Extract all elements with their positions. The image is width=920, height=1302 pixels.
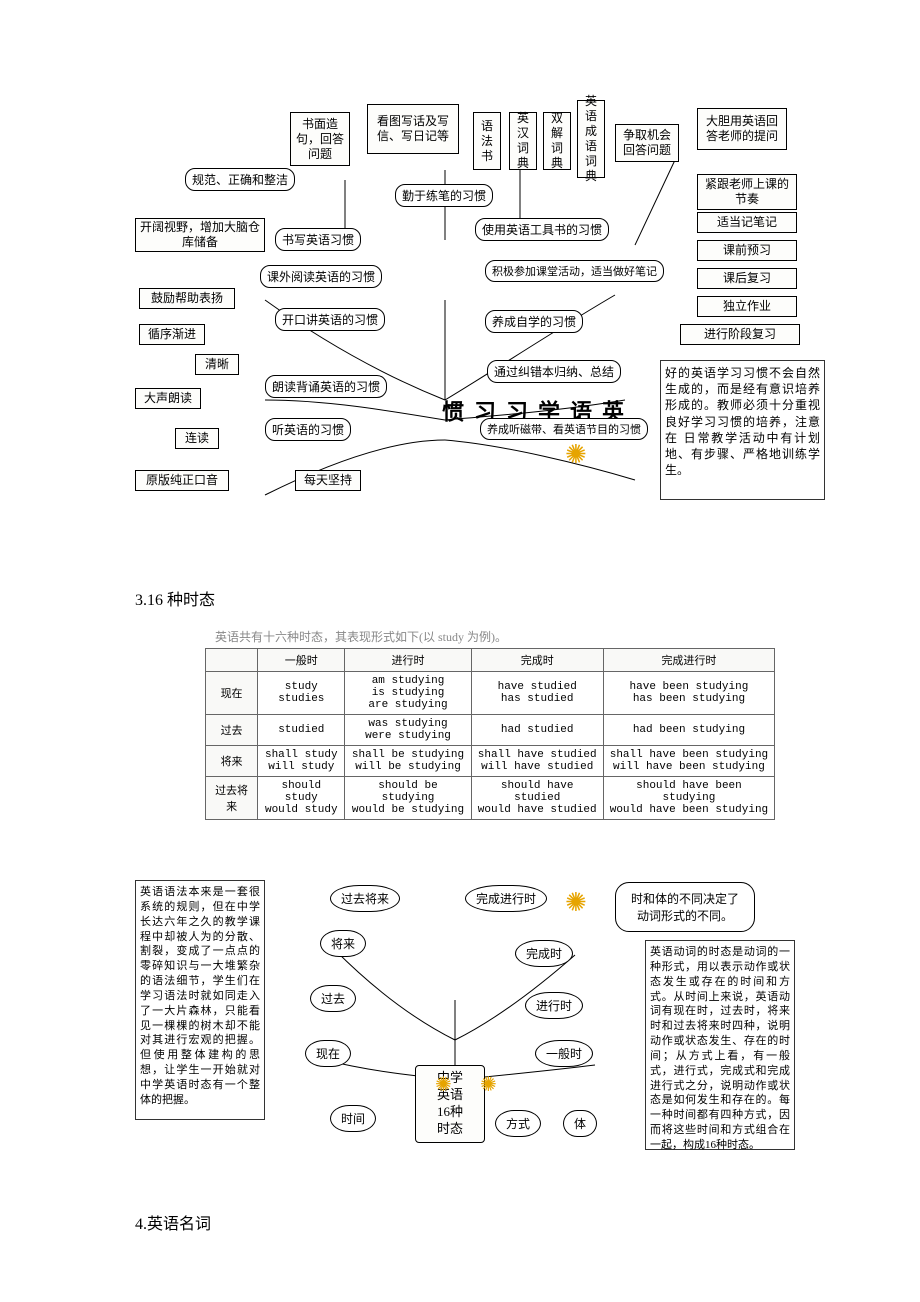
box: 养成自学的习惯 — [485, 310, 583, 333]
table-header: 完成进行时 — [603, 649, 774, 672]
box: 课外阅读英语的习惯 — [260, 265, 382, 288]
box: 独立作业 — [697, 296, 797, 317]
central-title: 中学英语16种时态 — [415, 1065, 485, 1143]
row-header: 将来 — [206, 746, 258, 777]
box: 书面造句，回答问题 — [290, 112, 350, 166]
box: 通过纠错本归纳、总结 — [487, 360, 621, 383]
box: 开阔视野，增加大脑仓库储备 — [135, 218, 265, 252]
table-cell: shall studywill study — [258, 746, 345, 777]
box: 规范、正确和整洁 — [185, 168, 295, 191]
table-cell: have been studyinghas been studying — [603, 672, 774, 715]
table-cell: was studyingwere studying — [345, 715, 471, 746]
table-header: 完成时 — [471, 649, 603, 672]
row-header: 过去将来 — [206, 777, 258, 820]
table-cell: should studywould study — [258, 777, 345, 820]
box: 循序渐进 — [139, 324, 205, 345]
bubble: 过去 — [310, 985, 356, 1012]
table-cell: had been studying — [603, 715, 774, 746]
box: 连读 — [175, 428, 219, 449]
box: 进行阶段复习 — [680, 324, 800, 345]
box: 原版纯正口音 — [135, 470, 229, 491]
box: 鼓励帮助表扬 — [139, 288, 235, 309]
bubble: 完成进行时 — [465, 885, 547, 912]
star-icon: ✺ — [565, 888, 587, 918]
table-cell: studystudies — [258, 672, 345, 715]
box: 朗读背诵英语的习惯 — [265, 375, 387, 398]
box: 听英语的习惯 — [265, 418, 351, 441]
table-cell: should be studyingwould be studying — [345, 777, 471, 820]
table-cell: shall have studiedwill have studied — [471, 746, 603, 777]
table-caption: 英语共有十六种时态，其表现形式如下(以 study 为例)。 — [215, 628, 507, 645]
bubble: 一般时 — [535, 1040, 593, 1067]
row-header: 现在 — [206, 672, 258, 715]
section-title-316: 3.16 种时态 — [135, 586, 215, 610]
box: 争取机会回答问题 — [615, 124, 679, 162]
box: 课前预习 — [697, 240, 797, 261]
box: 英汉词典 — [509, 112, 537, 170]
box: 每天坚持 — [295, 470, 361, 491]
right-top-note: 时和体的不同决定了动词形式的不同。 — [615, 882, 755, 932]
tense-table: 一般时进行时完成时完成进行时 现在studystudiesam studying… — [205, 648, 775, 820]
bubble: 完成时 — [515, 940, 573, 967]
box: 语法书 — [473, 112, 501, 170]
box: 适当记笔记 — [697, 212, 797, 233]
table-cell: had studied — [471, 715, 603, 746]
box: 大声朗读 — [135, 388, 201, 409]
box: 英语成语词典 — [577, 100, 605, 178]
table-cell: shall be studyingwill be studying — [345, 746, 471, 777]
bubble: 体 — [563, 1110, 597, 1137]
box: 开口讲英语的习惯 — [275, 308, 385, 331]
bubble: 过去将来 — [330, 885, 400, 912]
table-cell: studied — [258, 715, 345, 746]
table-cell: have studiedhas studied — [471, 672, 603, 715]
bubble: 进行时 — [525, 992, 583, 1019]
box: 积极参加课堂活动，适当做好笔记 — [485, 260, 664, 282]
box: 勤于练笔的习惯 — [395, 184, 493, 207]
table-row: 现在studystudiesam studyingis studyingare … — [206, 672, 775, 715]
table-header: 一般时 — [258, 649, 345, 672]
box: 使用英语工具书的习惯 — [475, 218, 609, 241]
right-note: 好的英语学习习惯不会自然生成的，而是经有意识培养形成的。教师必须十分重视良好学习… — [660, 360, 825, 500]
section-title-4: 4.英语名词 — [135, 1210, 211, 1234]
bubble: 现在 — [305, 1040, 351, 1067]
table-cell: am studyingis studyingare studying — [345, 672, 471, 715]
table-row: 将来shall studywill studyshall be studying… — [206, 746, 775, 777]
table-cell: shall have been studyingwill have been s… — [603, 746, 774, 777]
box: 清晰 — [195, 354, 239, 375]
right-note: 英语动词的时态是动词的一种形式，用以表示动作或状态发生或存在的时间和方式。从时间… — [645, 940, 795, 1150]
bubble: 时间 — [330, 1105, 376, 1132]
box: 大胆用英语回答老师的提问 — [697, 108, 787, 150]
study-habits-mindmap: 英语学习习惯 书面造句，回答问题 看图写话及写信、写日记等 语法书 英汉词典 双… — [135, 100, 830, 560]
table-header: 进行时 — [345, 649, 471, 672]
tense-figure: 英语共有十六种时态，其表现形式如下(以 study 为例)。 www.bdocx… — [135, 620, 795, 1190]
table-row: 过去将来should studywould studyshould be stu… — [206, 777, 775, 820]
table-row: 过去studiedwas studyingwere studyinghad st… — [206, 715, 775, 746]
star-icon: ✺ — [565, 440, 587, 470]
box: 双解词典 — [543, 112, 571, 170]
row-header: 过去 — [206, 715, 258, 746]
left-note: 英语语法本来是一套很系统的规则，但在中学长达六年之久的教学课程中却被人为的分散、… — [135, 880, 265, 1120]
table-cell: should have studiedwould have studied — [471, 777, 603, 820]
box: 养成听磁带、看英语节目的习惯 — [480, 418, 648, 440]
bubble: 方式 — [495, 1110, 541, 1137]
box: 课后复习 — [697, 268, 797, 289]
table-cell: should have been studyingwould have been… — [603, 777, 774, 820]
box: 看图写话及写信、写日记等 — [367, 104, 459, 154]
table-header — [206, 649, 258, 672]
box: 紧跟老师上课的节奏 — [697, 174, 797, 210]
bubble: 将来 — [320, 930, 366, 957]
box: 书写英语习惯 — [275, 228, 361, 251]
